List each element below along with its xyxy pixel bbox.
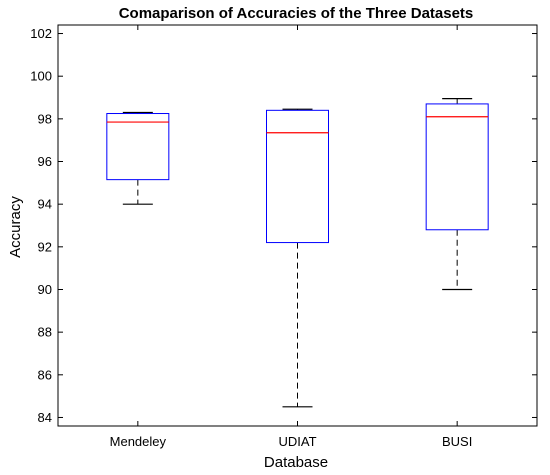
iqr-box xyxy=(266,109,329,244)
x-axis: Mendeley UDIAT BUSI xyxy=(110,25,472,449)
y-tick-label: 100 xyxy=(30,69,52,84)
y-tick-label: 86 xyxy=(38,367,52,382)
y-axis-label: Accuracy xyxy=(7,196,24,258)
box-udiat xyxy=(266,108,329,408)
box-mendeley xyxy=(106,111,170,205)
iqr-box xyxy=(106,113,170,181)
y-tick-label: 98 xyxy=(38,111,52,126)
y-tick-label: 84 xyxy=(38,410,52,425)
iqr-box xyxy=(425,103,489,231)
y-tick-label: 92 xyxy=(38,239,52,254)
chart-title: Comaparison of Accuracies of the Three D… xyxy=(119,5,474,22)
y-tick-label: 88 xyxy=(38,325,52,340)
y-tick-label: 94 xyxy=(38,197,52,212)
y-tick-label: 102 xyxy=(30,26,52,41)
x-tick-label: Mendeley xyxy=(110,434,167,449)
boxes-group xyxy=(106,97,489,408)
y-axis: 84 86 88 90 92 94 96 98 100 102 xyxy=(30,26,537,425)
y-tick-label: 90 xyxy=(38,282,52,297)
y-tick-label: 96 xyxy=(38,154,52,169)
x-tick-label: UDIAT xyxy=(278,434,316,449)
x-axis-label: Database xyxy=(264,454,328,471)
box-busi xyxy=(425,97,489,291)
x-tick-label: BUSI xyxy=(442,434,472,449)
